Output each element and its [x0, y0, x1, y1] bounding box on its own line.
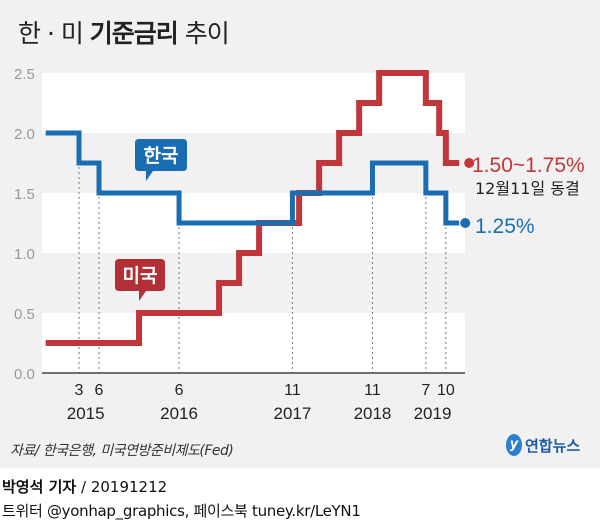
- y-tick-label: 2.5: [14, 66, 35, 83]
- grid-band: [42, 73, 465, 133]
- korea-rate-line: [45, 130, 460, 226]
- us-end-dot: [464, 158, 475, 168]
- sns-links: 트위터 @yonhap_graphics, 페이스북 tuney.kr/LeYN…: [2, 502, 361, 520]
- year-label: 2015: [67, 404, 105, 423]
- x-tick-label: 6: [95, 382, 104, 399]
- y-tick-label: 1.5: [14, 186, 35, 203]
- korea-end-label: 1.25%: [475, 215, 535, 238]
- korea-bubble-label: 한국: [144, 145, 179, 167]
- us-end-note: 12월11일 동결: [475, 179, 580, 198]
- publish-date: / 20191212: [76, 478, 168, 496]
- reporter: 박영석 기자: [2, 478, 77, 496]
- us-bubble-label: 미국: [123, 265, 158, 287]
- yonhap-logo: y 연합뉴스: [506, 434, 580, 456]
- x-tick-label: 11: [284, 382, 301, 399]
- year-label: 2019: [414, 404, 452, 423]
- x-tick-label: 10: [437, 382, 455, 399]
- us-bubble: [115, 259, 165, 301]
- y-tick-label: 2.0: [14, 126, 35, 143]
- title-pre: 한 · 미: [18, 19, 90, 48]
- us-end-label: 1.50~1.75%: [472, 154, 585, 177]
- year-label: 2017: [274, 404, 312, 423]
- chart-title: 한 · 미 기준금리 추이: [18, 14, 230, 50]
- year-label: 2018: [354, 404, 392, 423]
- x-tick-label: 7: [421, 382, 430, 399]
- yonhap-logo-icon: y: [506, 434, 522, 456]
- y-tick-label: 0.0: [14, 366, 35, 383]
- logo-text: 연합뉴스: [525, 436, 581, 455]
- y-tick-label: 1.0: [14, 246, 35, 263]
- us-rate-line: [45, 70, 460, 346]
- x-tick-label: 11: [364, 382, 381, 399]
- x-tick-label: 3: [75, 382, 84, 399]
- korea-bubble: [135, 139, 187, 181]
- grid-band: [42, 253, 465, 313]
- year-label: 2016: [160, 404, 198, 423]
- x-tick-label: 6: [175, 382, 184, 399]
- title-bold: 기준금리: [89, 19, 179, 48]
- byline: 박영석 기자 / 20191212: [2, 476, 167, 497]
- source-note: 자료/ 한국은행, 미국연방준비제도(Fed): [10, 443, 234, 459]
- title-post: 추이: [177, 19, 230, 48]
- y-tick-label: 0.5: [14, 306, 35, 323]
- korea-end-dot: [460, 218, 471, 228]
